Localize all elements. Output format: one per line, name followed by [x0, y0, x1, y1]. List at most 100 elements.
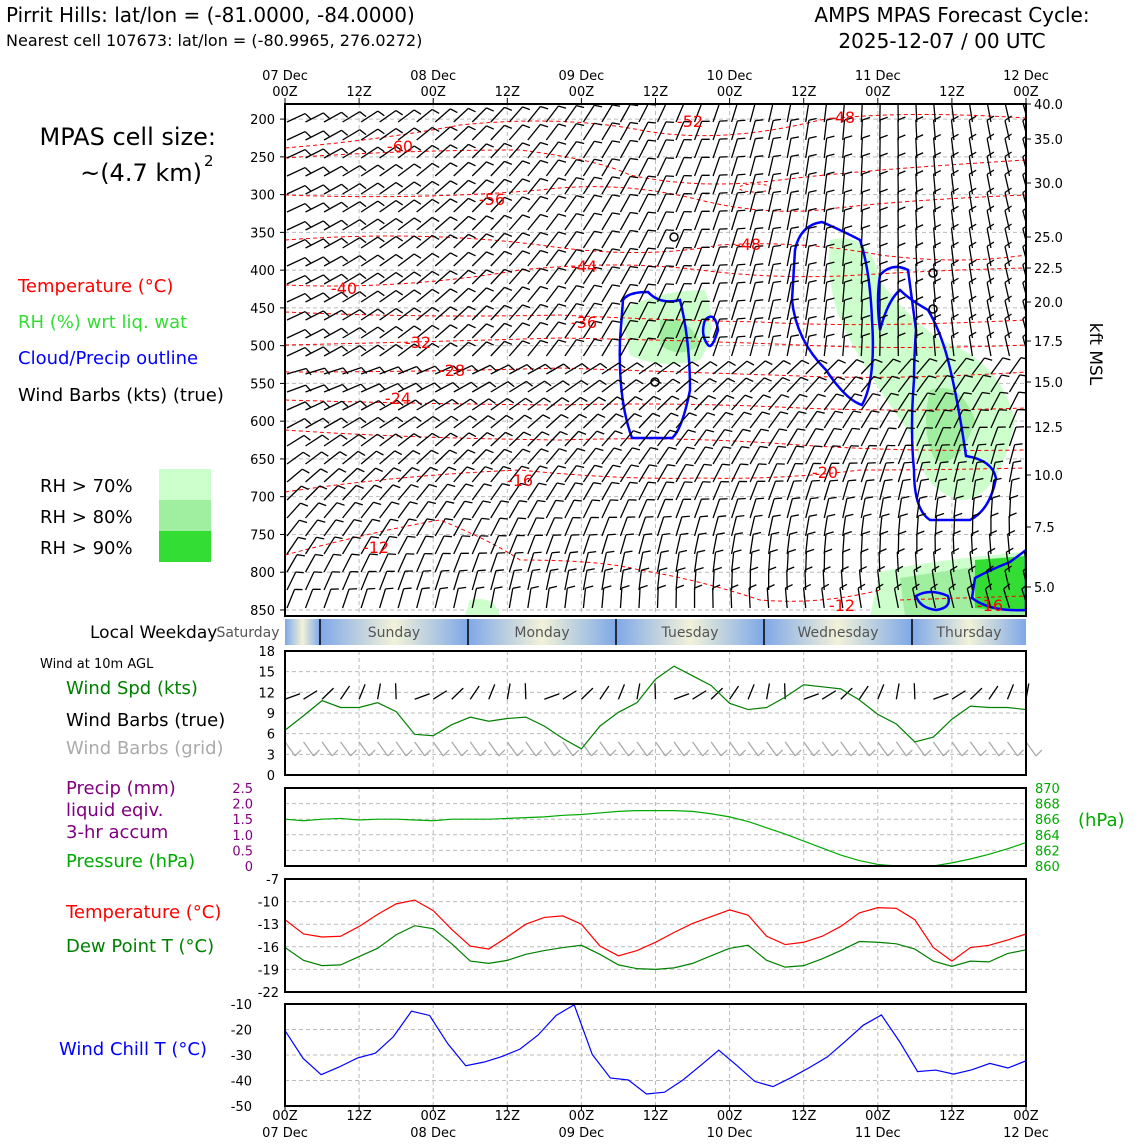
wind-barb-flag: [561, 415, 568, 419]
wind-barb-flag: [791, 317, 799, 318]
grid-wind-barb-flag: [777, 750, 783, 756]
top-hour-label: 12Z: [495, 85, 521, 100]
wind-barb-staff: [880, 428, 889, 446]
wind-barb-staff: [583, 339, 594, 356]
wind-barb-flag: [737, 318, 745, 319]
wind-barb-staff: [509, 233, 522, 248]
wind-barb-flag: [631, 465, 639, 466]
wind-barb-staff: [583, 465, 594, 482]
wind-barb-flag: [648, 248, 656, 249]
wind-barb-flag: [378, 327, 384, 332]
wind-barb-flag: [504, 449, 511, 452]
wind-barb-flag: [378, 273, 384, 278]
wind-barb-flag: [691, 379, 698, 383]
wind-barb-flag: [898, 225, 905, 228]
wind-barb-staff: [454, 501, 465, 518]
wind-barb-flag: [704, 464, 712, 465]
bottom-date-label: 09 Dec: [558, 1126, 604, 1140]
wind-barb-flag: [809, 245, 817, 247]
wind-barb-flag: [654, 396, 661, 399]
wind-barb-staff: [454, 180, 469, 194]
wind-barb-staff: [806, 499, 811, 518]
wind-barb-flag: [969, 152, 976, 156]
top-date-label: 10 Dec: [707, 69, 753, 84]
wind-barb-staff: [713, 482, 721, 500]
wind-barb-flag: [534, 552, 542, 553]
wind-barb-flag: [360, 112, 366, 117]
wind-barb-flag: [378, 111, 384, 116]
wind-barb-staff: [343, 112, 360, 122]
wind-barb-flag: [482, 518, 490, 519]
wind-barb-staff: [620, 213, 630, 230]
wind-barb-flag: [816, 429, 824, 430]
pressure-tick-label: 400: [250, 264, 275, 279]
wind-barb-flag: [862, 226, 870, 229]
wind-barb-flag: [488, 416, 495, 420]
grid-wind-barb-flag: [666, 750, 672, 756]
wind-barb-flag: [773, 227, 781, 228]
wind-barb-staff: [602, 321, 612, 338]
wind-barb-flag: [468, 108, 475, 111]
wind-barb-staff: [343, 328, 360, 338]
site-title: Pirrit Hills: lat/lon = (-81.0000, -84.0…: [6, 3, 415, 27]
wind-barb-staff: [324, 328, 341, 338]
wind-barb-flag: [756, 498, 764, 499]
wind-barb-staff: [713, 361, 729, 374]
true-wind-barb: [581, 688, 593, 699]
wind-barb-flag: [727, 395, 734, 398]
wind-barb-staff: [861, 446, 869, 464]
wind-barb-staff: [824, 360, 838, 374]
wind-barb-flag: [708, 396, 715, 399]
wind-barb-flag: [525, 398, 532, 402]
wind-barb-staff: [324, 537, 335, 554]
wind-barb-flag: [872, 411, 880, 412]
wind-barb-flag: [773, 281, 781, 282]
wind-barb-staff: [472, 518, 481, 536]
wind-barb-staff: [398, 200, 414, 212]
wind-barb-flag: [305, 186, 311, 192]
wind-barb-staff: [343, 572, 351, 590]
wind-barb-staff: [602, 213, 612, 230]
wind-barb-flag: [612, 303, 620, 304]
wind-barb-flag: [773, 173, 781, 174]
wind-barb-staff: [546, 398, 562, 410]
wind-barb-staff: [658, 413, 671, 428]
precip-tick-label: 1.5: [232, 813, 253, 828]
wind-barb-flag: [305, 204, 311, 210]
wind-barb-staff: [528, 142, 541, 158]
wind-barb-flag: [672, 396, 679, 399]
wind-barb-staff: [417, 127, 433, 140]
wind-barb-flag: [414, 146, 421, 150]
cycle-title: AMPS MPAS Forecast Cycle:: [814, 3, 1089, 27]
wind-barb-staff: [639, 535, 644, 554]
wind-barb-flag: [791, 137, 799, 138]
wind-barb-flag: [378, 129, 384, 134]
temperature-contour-closed: [739, 184, 771, 192]
wind-barb-staff: [380, 451, 395, 464]
wind-barb-flag: [666, 140, 674, 141]
wind-barb-flag: [378, 201, 384, 206]
legend-barbs: Wind Barbs (kts) (true): [18, 385, 224, 406]
wind-barb-flag: [558, 232, 566, 234]
wind-barb-flag: [864, 514, 872, 516]
wind-barb-staff: [750, 139, 755, 158]
wind-barb-flag: [305, 276, 311, 282]
wind-barb-flag: [771, 532, 779, 534]
top-hour-label: 12Z: [643, 85, 669, 100]
wind-barb-flag: [752, 550, 760, 552]
wind-barb-staff: [287, 385, 306, 392]
wind-barb-staff: [787, 192, 791, 212]
wind-barb-staff: [583, 535, 589, 554]
wind-barb-flag: [414, 272, 421, 276]
true-wind-barb: [507, 683, 510, 699]
wind-barb-flag: [648, 320, 656, 321]
wind-barb-staff: [491, 449, 505, 464]
temperature-panel: -7-10-13-16-19-22: [258, 873, 1026, 1001]
wind-barb-staff: [583, 517, 590, 536]
wind-barb-staff: [824, 264, 826, 284]
grid-wind-barb-flag: [351, 750, 357, 756]
wind-barb-staff: [287, 222, 305, 230]
wind-barb-staff: [546, 364, 563, 374]
wind-barb-flag: [630, 141, 638, 142]
